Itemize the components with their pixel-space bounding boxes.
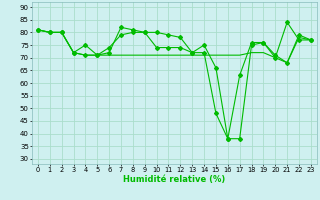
- X-axis label: Humidité relative (%): Humidité relative (%): [123, 175, 226, 184]
